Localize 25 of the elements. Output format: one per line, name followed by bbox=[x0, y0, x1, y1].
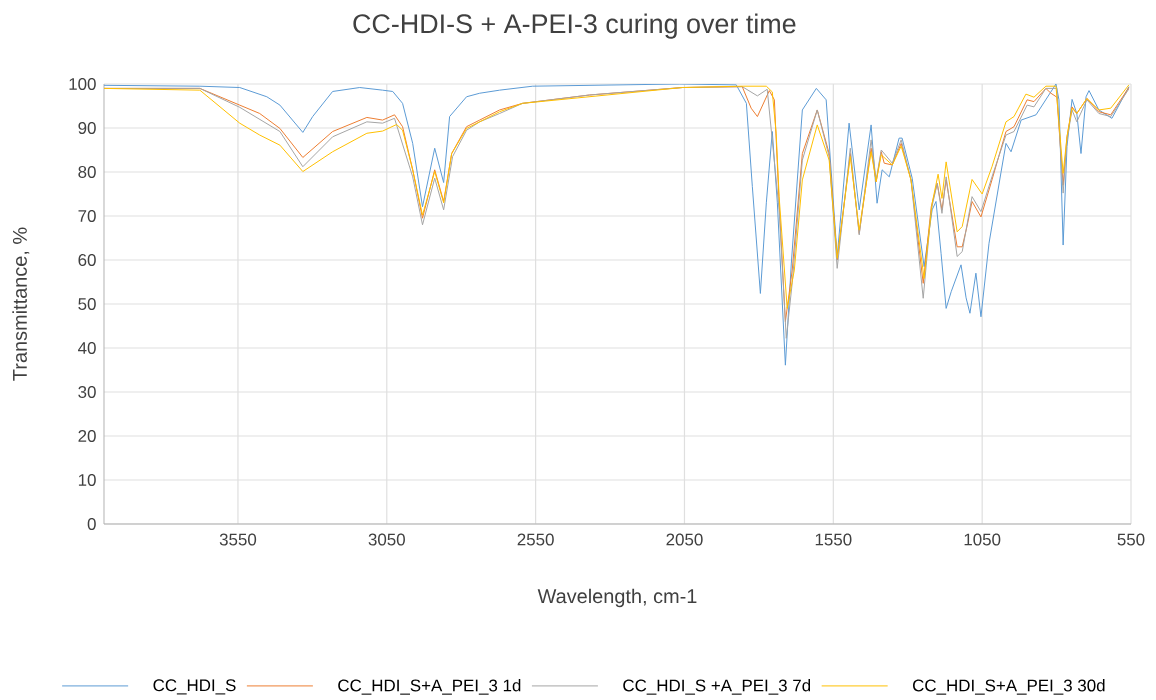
y-tick-label: 20 bbox=[78, 430, 96, 442]
legend-label: CC_HDI_S +A_PEI_3 7d bbox=[623, 679, 811, 695]
y-tick-label: 90 bbox=[78, 122, 96, 134]
y-tick-label: 30 bbox=[78, 386, 96, 398]
x-tick-label: 1550 bbox=[815, 533, 852, 546]
y-tick-label: 60 bbox=[78, 254, 96, 266]
y-tick-label: 70 bbox=[78, 210, 96, 222]
y-tick-label: 100 bbox=[69, 78, 96, 90]
y-tick-label: 40 bbox=[78, 342, 96, 354]
y-tick-label: 50 bbox=[78, 298, 96, 310]
y-axis-title: Transmittance, % bbox=[12, 227, 30, 381]
x-tick-label: 1050 bbox=[964, 533, 1001, 546]
y-tick-label: 0 bbox=[87, 518, 96, 530]
x-tick-label: 2050 bbox=[666, 533, 703, 546]
x-tick-label: 3550 bbox=[219, 533, 257, 546]
x-axis-title: Wavelength, cm-1 bbox=[537, 588, 697, 608]
x-tick-label: 2550 bbox=[517, 533, 554, 546]
legend-label: CC_HDI_S+A_PEI_3 1d bbox=[338, 679, 521, 695]
chart-title: CC-HDI-S + A-PEI-3 curing over time bbox=[353, 13, 796, 39]
x-tick-label: 3050 bbox=[368, 533, 405, 546]
x-tick-label: 550 bbox=[1117, 533, 1145, 546]
y-tick-label: 10 bbox=[78, 474, 96, 486]
legend-label: CC_HDI_S bbox=[153, 679, 236, 695]
legend-label: CC_HDI_S+A_PEI_3 30d bbox=[913, 679, 1105, 695]
y-tick-label: 80 bbox=[78, 166, 96, 178]
